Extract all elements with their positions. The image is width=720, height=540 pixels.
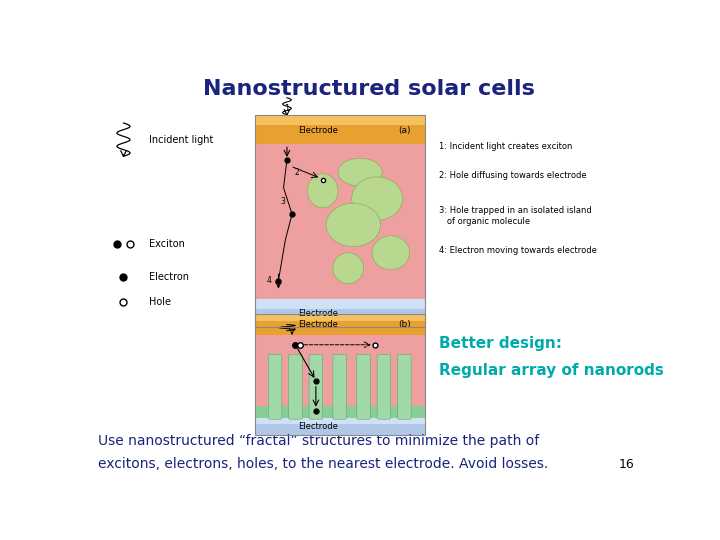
Text: Electron: Electron bbox=[148, 272, 189, 282]
Bar bbox=[255, 114, 425, 125]
Bar bbox=[255, 114, 425, 327]
Text: 3: 3 bbox=[280, 197, 285, 206]
FancyBboxPatch shape bbox=[397, 354, 411, 419]
Text: Exciton: Exciton bbox=[148, 239, 184, 248]
Bar bbox=[255, 314, 425, 435]
Bar bbox=[255, 114, 425, 144]
Text: Regular array of nanorods: Regular array of nanorods bbox=[438, 363, 664, 378]
Ellipse shape bbox=[326, 203, 381, 247]
Text: (b): (b) bbox=[398, 320, 410, 329]
Bar bbox=[255, 406, 425, 418]
Text: 3: Hole trapped in an isolated island
   of organic molecule: 3: Hole trapped in an isolated island of… bbox=[438, 206, 592, 226]
Text: Electrode: Electrode bbox=[297, 126, 338, 134]
Ellipse shape bbox=[333, 253, 364, 284]
Ellipse shape bbox=[372, 236, 410, 270]
Text: 1: Incident light creates exciton: 1: Incident light creates exciton bbox=[438, 141, 572, 151]
Text: Use nanostructured “fractal” structures to minimize the path of: Use nanostructured “fractal” structures … bbox=[99, 434, 539, 448]
Bar bbox=[255, 299, 425, 327]
Bar bbox=[255, 314, 425, 321]
FancyBboxPatch shape bbox=[289, 354, 302, 419]
Text: 4: Electron moving towards electrode: 4: Electron moving towards electrode bbox=[438, 246, 597, 255]
FancyBboxPatch shape bbox=[333, 354, 346, 419]
Ellipse shape bbox=[307, 174, 338, 208]
Bar bbox=[255, 144, 425, 299]
Text: 4: 4 bbox=[266, 276, 271, 285]
Text: Better design:: Better design: bbox=[438, 336, 562, 351]
Bar bbox=[255, 418, 425, 435]
FancyBboxPatch shape bbox=[269, 354, 282, 419]
FancyBboxPatch shape bbox=[377, 354, 391, 419]
Bar bbox=[255, 418, 425, 424]
Text: Incident light: Incident light bbox=[148, 134, 213, 145]
Text: Nanostructured solar cells: Nanostructured solar cells bbox=[203, 79, 535, 99]
Text: 16: 16 bbox=[618, 458, 634, 471]
Text: Electrode: Electrode bbox=[297, 422, 338, 431]
Text: Electrode: Electrode bbox=[297, 309, 338, 318]
Text: 2: Hole diffusing towards electrode: 2: Hole diffusing towards electrode bbox=[438, 171, 586, 180]
Bar bbox=[255, 299, 425, 309]
Ellipse shape bbox=[351, 177, 402, 220]
Text: (a): (a) bbox=[398, 126, 410, 134]
Text: Electrode: Electrode bbox=[297, 320, 338, 329]
Ellipse shape bbox=[338, 158, 382, 186]
Text: 2: 2 bbox=[294, 168, 300, 177]
Text: 1: 1 bbox=[284, 104, 289, 112]
Text: excitons, electrons, holes, to the nearest electrode. Avoid losses.: excitons, electrons, holes, to the neare… bbox=[99, 457, 549, 471]
Bar bbox=[255, 314, 425, 335]
Bar bbox=[255, 335, 425, 418]
FancyBboxPatch shape bbox=[356, 354, 370, 419]
FancyBboxPatch shape bbox=[309, 354, 323, 419]
Text: Hole: Hole bbox=[148, 297, 171, 307]
